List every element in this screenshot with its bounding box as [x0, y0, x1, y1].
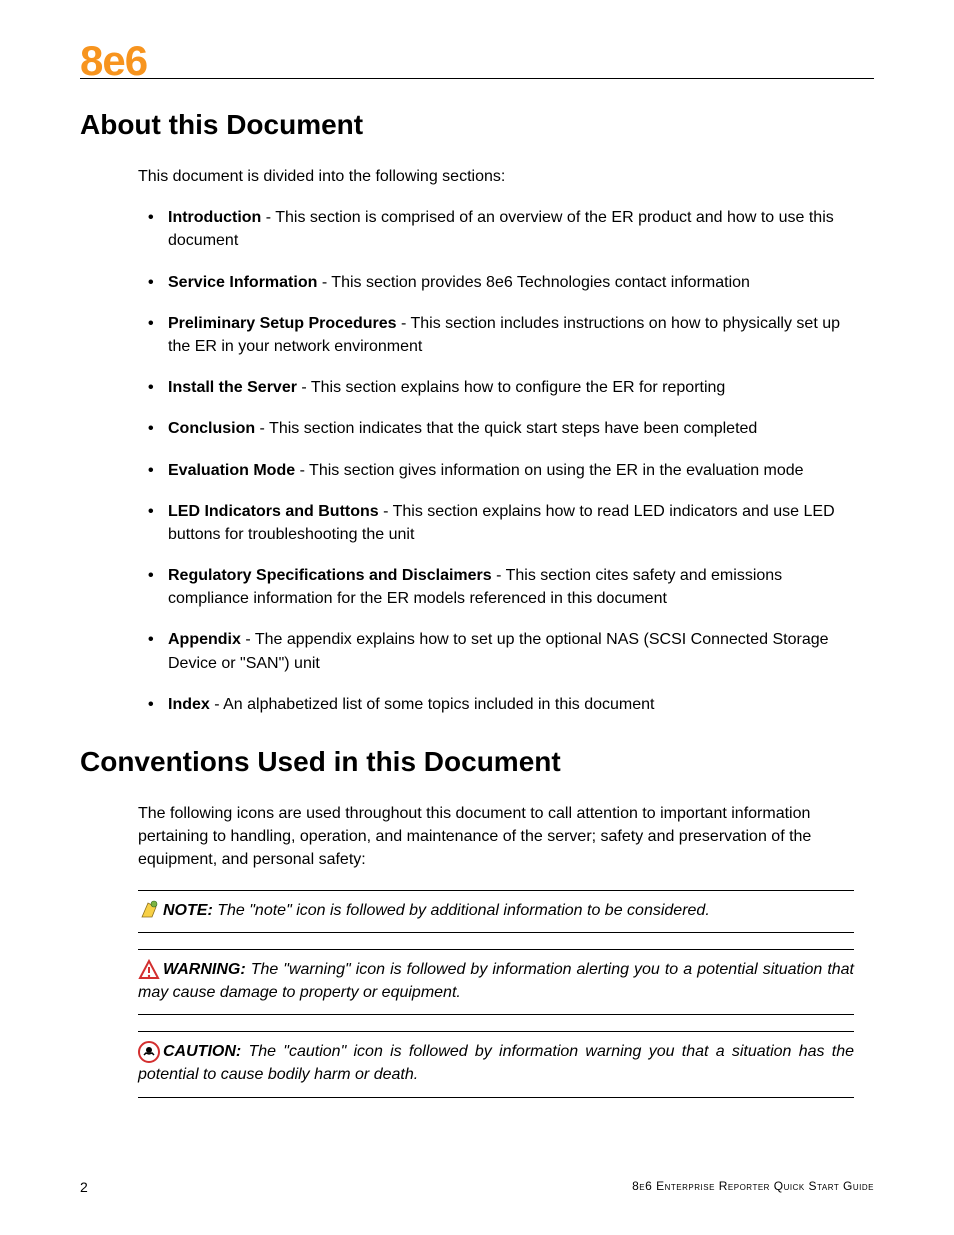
- callout-label: NOTE:: [163, 902, 213, 919]
- list-item: Appendix - The appendix explains how to …: [138, 628, 854, 674]
- list-item: Index - An alphabetized list of some top…: [138, 693, 854, 716]
- bullet-label: Appendix: [168, 631, 241, 648]
- list-item: Evaluation Mode - This section gives inf…: [138, 459, 854, 482]
- callout-label: WARNING:: [163, 961, 246, 978]
- section-heading-conventions: Conventions Used in this Document: [80, 746, 874, 778]
- callout-note: NOTE: The "note" icon is followed by add…: [138, 890, 854, 933]
- callout-warning: WARNING: The "warning" icon is followed …: [138, 949, 854, 1015]
- page-number: 2: [80, 1179, 88, 1195]
- list-item: Service Information - This section provi…: [138, 271, 854, 294]
- bullet-text: - The appendix explains how to set up th…: [168, 631, 829, 671]
- section1-intro: This document is divided into the follow…: [138, 165, 854, 188]
- bullet-label: Evaluation Mode: [168, 462, 295, 479]
- callout-label: CAUTION:: [163, 1043, 241, 1060]
- list-item: LED Indicators and Buttons - This sectio…: [138, 500, 854, 546]
- bullet-label: Install the Server: [168, 379, 297, 396]
- list-item: Install the Server - This section explai…: [138, 376, 854, 399]
- bullet-text: - An alphabetized list of some topics in…: [210, 696, 655, 713]
- section2-intro: The following icons are used throughout …: [138, 802, 854, 872]
- list-item: Conclusion - This section indicates that…: [138, 417, 854, 440]
- page-header: 8e6: [80, 40, 874, 79]
- list-item: Regulatory Specifications and Disclaimer…: [138, 564, 854, 610]
- note-icon: [138, 899, 160, 921]
- bullet-label: Introduction: [168, 209, 261, 226]
- list-item: Preliminary Setup Procedures - This sect…: [138, 312, 854, 358]
- bullet-label: LED Indicators and Buttons: [168, 503, 379, 520]
- logo: 8e6: [80, 40, 147, 82]
- page-footer: 2 8e6 Enterprise Reporter Quick Start Gu…: [80, 1179, 874, 1195]
- bullet-label: Preliminary Setup Procedures: [168, 315, 397, 332]
- bullet-text: - This section is comprised of an overvi…: [168, 209, 834, 249]
- bullet-label: Conclusion: [168, 420, 255, 437]
- section2-body: The following icons are used throughout …: [138, 802, 854, 1098]
- warning-icon: [138, 959, 160, 981]
- callout-text: The "note" icon is followed by additiona…: [213, 902, 710, 919]
- callout-text: The "caution" icon is followed by inform…: [138, 1043, 854, 1083]
- bullet-text: - This section provides 8e6 Technologies…: [317, 274, 750, 291]
- bullet-text: - This section gives information on usin…: [295, 462, 803, 479]
- caution-icon: [138, 1041, 160, 1063]
- bullet-text: - This section indicates that the quick …: [255, 420, 757, 437]
- bullet-label: Service Information: [168, 274, 317, 291]
- guide-title: 8e6 Enterprise Reporter Quick Start Guid…: [632, 1179, 874, 1195]
- bullet-label: Index: [168, 696, 210, 713]
- bullet-label: Regulatory Specifications and Disclaimer…: [168, 567, 492, 584]
- header-rule: [80, 78, 874, 79]
- section1-bullets: Introduction - This section is comprised…: [138, 206, 854, 716]
- section-heading-about: About this Document: [80, 109, 874, 141]
- callout-caution: CAUTION: The "caution" icon is followed …: [138, 1031, 854, 1097]
- list-item: Introduction - This section is comprised…: [138, 206, 854, 252]
- bullet-text: - This section explains how to configure…: [297, 379, 725, 396]
- section1-body: This document is divided into the follow…: [138, 165, 854, 716]
- callout-text: The "warning" icon is followed by inform…: [138, 961, 854, 1001]
